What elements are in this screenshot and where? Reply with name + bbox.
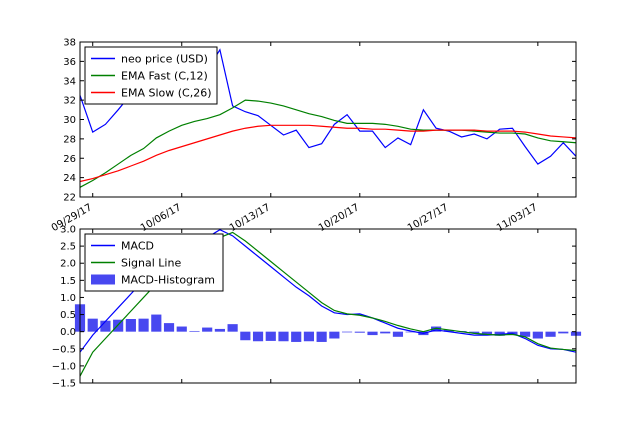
histogram-bar [380,331,391,334]
y-tick-label: −1.5 [52,379,76,390]
y-tick-label: 22 [63,193,76,204]
legend-label: EMA Fast (C,12) [121,70,208,83]
y-tick-label: 1.0 [60,293,76,304]
legend-label: Signal Line [121,257,181,270]
y-tick-label: 38 [63,38,76,49]
histogram-bar [227,324,238,332]
histogram-bar [405,331,416,333]
y-tick-label: 3.0 [60,225,76,236]
histogram-bar [87,318,98,332]
y-tick-label: 1.5 [60,276,76,287]
legend-label: EMA Slow (C,26) [121,87,211,100]
histogram-bar [100,320,111,332]
legend-label: neo price (USD) [121,53,208,66]
y-tick-label: 26 [63,154,76,165]
histogram-bar [316,331,327,342]
legend-label: MACD-Histogram [121,274,215,287]
series-line-1 [79,99,577,188]
legend-label: MACD [121,240,154,253]
histogram-bar [392,331,404,337]
y-tick-label: 28 [63,134,76,145]
y-tick-label: 2.5 [60,242,76,253]
histogram-bar [469,331,480,334]
histogram-bar [329,331,340,339]
histogram-bar [431,326,442,332]
histogram-bar [278,331,289,342]
histogram-bar [354,331,365,333]
histogram-bar [189,330,200,332]
y-tick-label: 2.0 [60,259,76,270]
histogram-bar [558,331,569,334]
histogram-bar [520,331,531,337]
histogram-bar [252,331,264,342]
histogram-bar [494,331,505,336]
y-tick-label: 34 [63,76,76,87]
y-tick-label: 30 [63,115,76,126]
series-line-2 [79,124,577,183]
histogram-bar [532,331,543,339]
histogram-bar [240,331,251,341]
macd-panel: −1.5 −1.0 −0.5 0.0 0.5 1.0 1.5 2.0 2.5 3.0 MACD Sig… [52,225,582,390]
histogram-bar [303,331,315,342]
legend: neo price (USD) EMA Fast (C,12) EMA Slow (… [84,46,218,105]
legend-swatch [91,274,115,285]
plot-frame [79,228,577,384]
histogram-bar [545,331,556,337]
legend: MACD Signal Line MACD-Histogram [84,233,224,292]
y-tick-label: 24 [63,173,76,184]
y-tick-label: 0.0 [60,327,76,338]
y-tick-label: 0.5 [60,310,76,321]
histogram-bar [202,327,213,332]
histogram-bar [443,329,454,332]
histogram-bar [367,331,378,336]
histogram-bar [341,331,353,333]
histogram-bar [138,318,149,332]
histogram-bar [176,326,187,332]
histogram-bar [163,323,175,332]
y-tick-label: −0.5 [52,344,76,355]
histogram-bar [291,331,302,342]
histogram-bar [265,331,276,341]
histogram-bar [151,314,162,332]
histogram-bar [125,319,136,332]
y-tick-label: −1.0 [52,361,76,372]
histogram-bar [214,328,225,332]
histogram-bar [481,331,493,336]
y-tick-label: 32 [63,96,76,107]
y-tick-label: 36 [63,57,76,68]
